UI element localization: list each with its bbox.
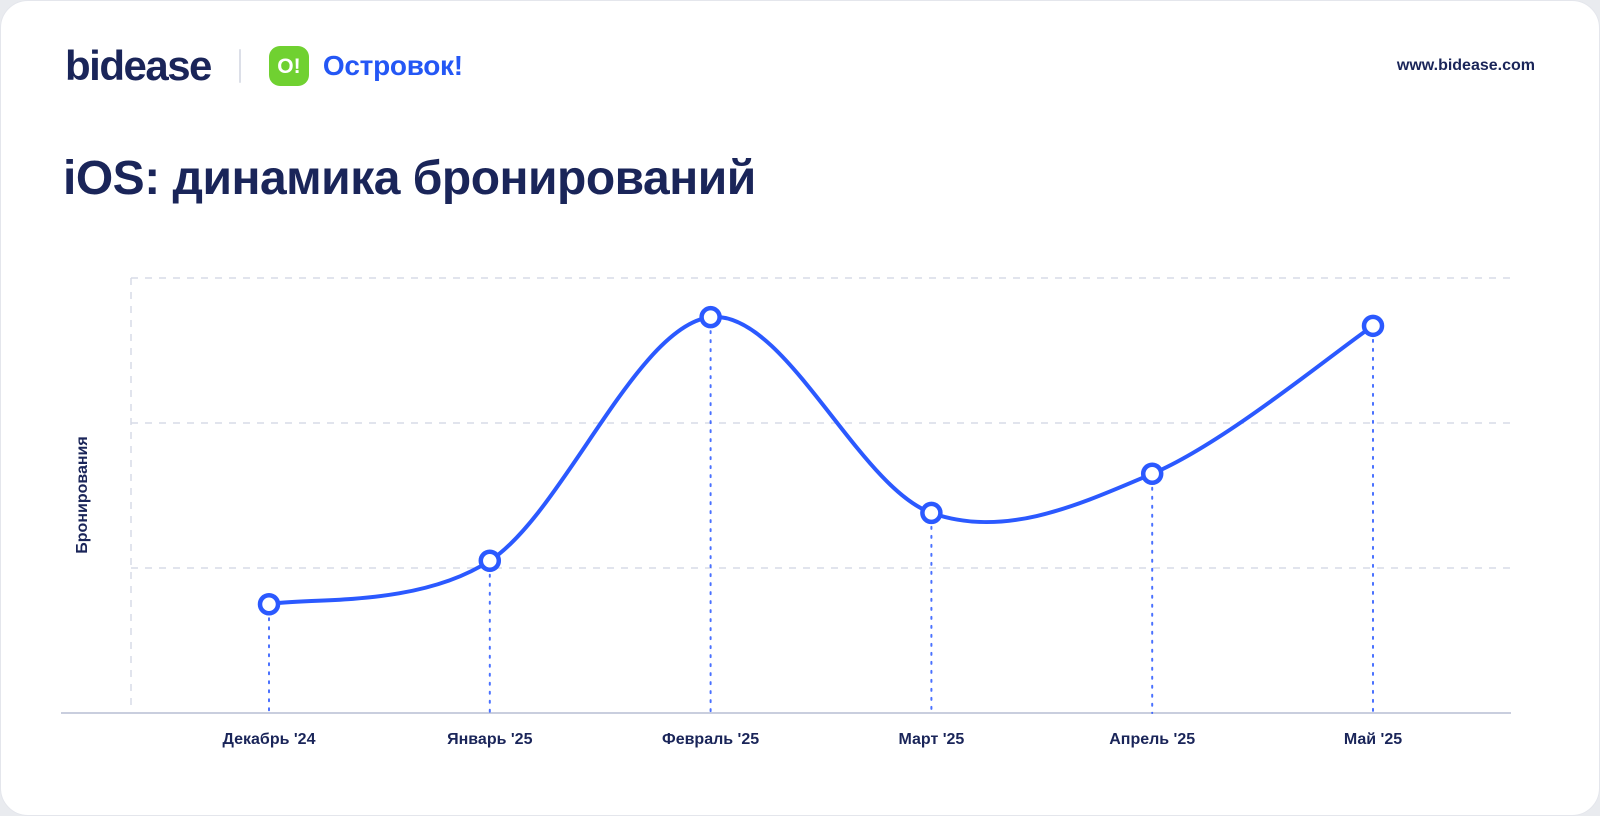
data-point-marker — [478, 549, 502, 572]
data-point-marker — [1361, 314, 1385, 338]
data-point-marker — [920, 501, 943, 525]
data-point-marker — [1140, 462, 1164, 485]
chart-canvas — [61, 277, 1511, 714]
page-title: iOS: динамика бронирований — [63, 152, 756, 205]
header: bidease О! Островок! www.bidease.com — [65, 45, 1535, 87]
bidease-logo: bidease — [65, 42, 212, 89]
ostrovok-logo-icon: О! — [268, 46, 309, 86]
x-axis-label: Январь '25 — [447, 731, 533, 748]
data-point-marker — [699, 305, 722, 329]
header-divider — [238, 49, 241, 83]
x-axis-label: Май '25 — [1343, 731, 1403, 748]
bookings-series-line — [267, 315, 1375, 607]
x-axis-label: Декабрь '24 — [222, 731, 316, 748]
website-url: www.bidease.com — [1396, 57, 1535, 74]
x-axis-label: Февраль '25 — [662, 731, 760, 748]
x-axis-label: Апрель '25 — [1109, 731, 1196, 748]
x-axis-label: Март '25 — [898, 731, 965, 748]
data-point-marker — [257, 593, 281, 616]
x-axis-labels: Декабрь '24 Январь '25 Февраль '25 Март '25… — [61, 731, 1511, 761]
ostrovok-wordmark: Островок! — [322, 50, 463, 81]
bookings-line-chart: Бронирования Декабрь '24 Январь '25 Феврал… — [61, 266, 1511, 796]
